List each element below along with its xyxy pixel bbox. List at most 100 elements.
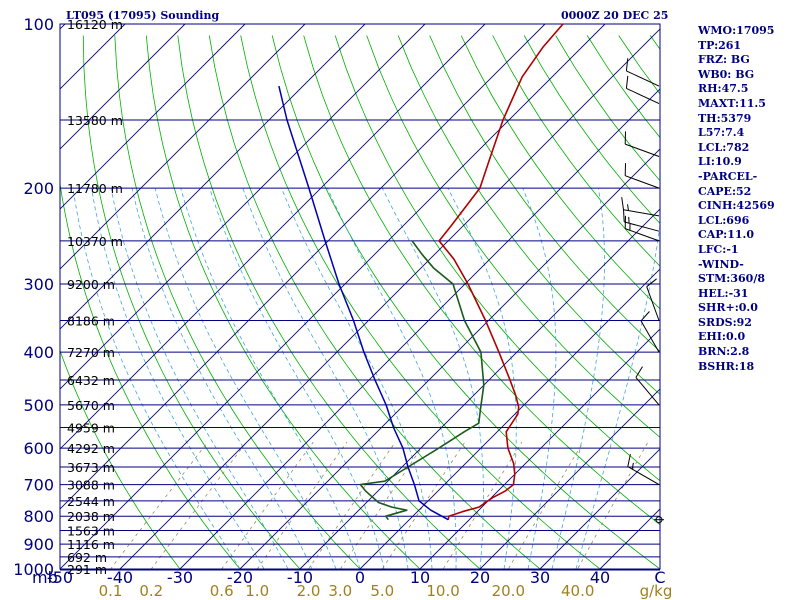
sounding-indices-panel: WMO:17095 TP:261 FRZ: BG WB0: BG RH:47.5 MAXT…	[698, 24, 775, 374]
height-label: 6432 m	[67, 373, 115, 388]
index-entry: -WIND-	[698, 257, 744, 271]
height-label: 2544 m	[67, 494, 115, 509]
mixing-ratio-label: 10.0	[426, 582, 459, 600]
dry-adiabat-line	[492, 35, 660, 267]
dry-adiabat-line	[271, 35, 660, 569]
index-entry: L57:7.4	[698, 126, 745, 140]
pressure-tick-label: 700	[23, 476, 54, 495]
height-label: 11780 m	[67, 181, 123, 196]
index-entry: TH:5379	[698, 111, 752, 125]
pressure-tick-label: 900	[23, 535, 54, 554]
isotherm-line	[239, 148, 660, 569]
index-entry: BSHR:18	[698, 359, 755, 373]
index-entry: LI:10.9	[698, 155, 742, 169]
index-entry: -PARCEL-	[698, 169, 758, 183]
index-entry: HEL:-31	[698, 286, 749, 300]
mixing-ratio-label: 2.0	[297, 582, 321, 600]
isotherm-line	[179, 88, 660, 569]
moist-adiabat-line	[575, 222, 660, 569]
isotherm-line	[60, 24, 606, 569]
height-label: 13580 m	[67, 113, 123, 128]
mixing-ratio-label: 3.0	[328, 582, 352, 600]
temperature-tick-label: -50	[47, 568, 73, 587]
height-label: 9200 m	[67, 277, 115, 292]
pressure-tick-label: 1000	[13, 560, 54, 579]
isotherm-line	[539, 448, 660, 569]
temperature-tick-label: 0	[355, 568, 365, 587]
dry-adiabat-line	[366, 35, 660, 438]
pressure-tick-label: 400	[23, 343, 54, 362]
mixing-ratio-line	[308, 441, 396, 569]
index-entry: TP:261	[698, 38, 742, 52]
dry-adiabat-line	[303, 35, 660, 526]
index-entry: MAXT:11.5	[698, 96, 766, 110]
temperature-tick-label: 40	[590, 568, 610, 587]
isotherm-line	[479, 388, 660, 569]
pressure-tick-label: 800	[23, 507, 54, 526]
index-entry: SRDS:92	[698, 315, 752, 329]
pressure-tick-label: 200	[23, 179, 54, 198]
wind-barb	[621, 197, 660, 217]
index-entry: CAPE:52	[698, 184, 752, 198]
height-label: 8186 m	[67, 314, 115, 329]
index-entry: WMO:17095	[698, 24, 775, 37]
moist-adiabat-line	[180, 187, 361, 569]
temperature-tick-label: 20	[470, 568, 490, 587]
mixing-ratio-line	[221, 441, 314, 569]
index-entry: FRZ: BG	[698, 53, 750, 67]
height-label: 4292 m	[67, 441, 115, 456]
parcel-line	[278, 85, 449, 521]
dry-adiabat-line	[397, 35, 660, 395]
dry-adiabat-line	[60, 349, 181, 569]
height-label: 16120 m	[67, 17, 123, 32]
height-label: 3088 m	[67, 478, 115, 493]
isotherm-line	[60, 24, 366, 330]
dry-adiabat-line	[177, 35, 481, 569]
height-label: 692 m	[67, 550, 107, 565]
index-entry: CINH:42569	[698, 199, 775, 213]
pressure-unit-label: mb	[32, 568, 58, 587]
mixing-ratio-label: 40.0	[561, 582, 594, 600]
wind-barb	[640, 311, 660, 353]
mixing-ratio-label: 1.0	[245, 582, 269, 600]
plot-frame	[59, 23, 661, 570]
wind-barb	[627, 454, 660, 486]
dry-adiabat-line	[82, 35, 301, 569]
mixing-ratio-label: 0.2	[139, 582, 163, 600]
isotherm-line	[419, 328, 660, 569]
mixing-ratio-label: 5.0	[370, 582, 394, 600]
temperature-tick-label: -10	[287, 568, 313, 587]
temperature-tick-label: -30	[167, 568, 193, 587]
isotherm-line	[60, 24, 306, 270]
index-entry: CAP:11.0	[698, 228, 755, 242]
moist-adiabat-line	[131, 188, 313, 569]
mixing-ratio-line	[507, 441, 584, 569]
wind-barb	[623, 209, 660, 232]
dry-adiabat-line	[334, 35, 660, 482]
wind-barb	[624, 215, 660, 242]
index-entry: BRN:2.8	[698, 345, 750, 359]
isotherm-line	[119, 28, 660, 569]
mixing-ratio-line	[110, 441, 209, 569]
dry-adiabat-line	[60, 181, 241, 569]
temperature-tick-label: -20	[227, 568, 253, 587]
moist-adiabat-line	[447, 187, 517, 569]
temperature-tick-label: C	[654, 568, 665, 587]
temperature-tick-label: 10	[410, 568, 430, 587]
chart-title: LT095 (17095) Sounding	[66, 9, 220, 22]
isotherm-line	[359, 268, 660, 569]
height-label: 7270 m	[67, 345, 115, 360]
isotherm-line	[60, 24, 186, 150]
mixing-ratio-line	[442, 441, 523, 569]
mixing-ratio-label: 0.1	[99, 582, 123, 600]
index-entry: EHI:0.0	[698, 330, 746, 344]
dry-adiabat-line	[460, 35, 660, 310]
wind-barb	[625, 58, 660, 87]
isotherm-line	[60, 24, 426, 390]
height-label: 4959 m	[67, 421, 115, 436]
index-entry: LFC:-1	[698, 242, 739, 256]
mixing-ratio-unit: g/kg	[640, 582, 673, 600]
mixing-ratio-line	[381, 441, 466, 569]
height-label: 1563 m	[67, 524, 115, 539]
height-label: 291 m	[67, 562, 107, 577]
